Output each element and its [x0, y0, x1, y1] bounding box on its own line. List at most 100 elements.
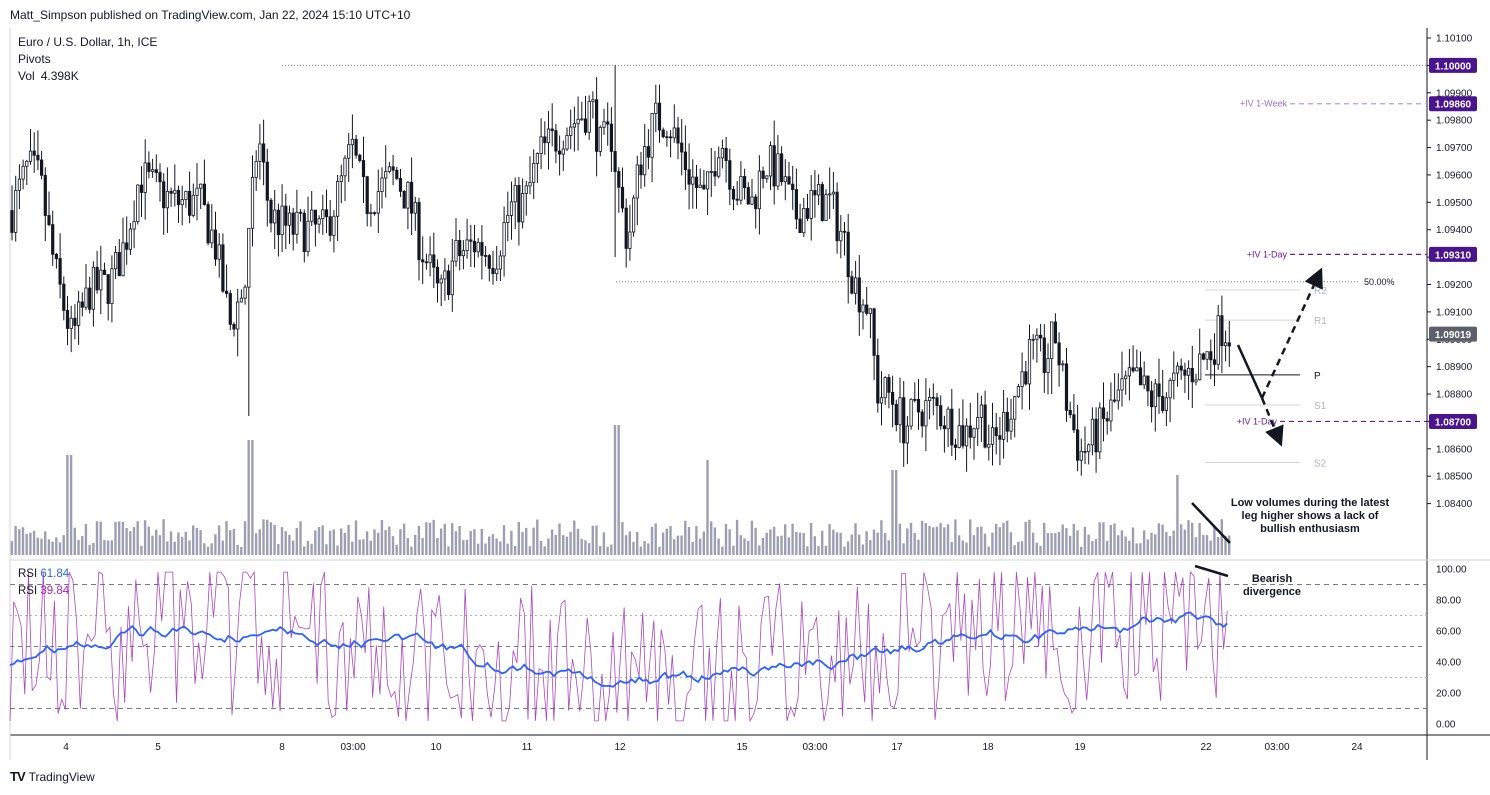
candle: [224, 264, 229, 298]
candle: [865, 286, 869, 316]
candle: [595, 77, 599, 177]
candle-body: [1057, 342, 1061, 366]
candle: [472, 224, 477, 268]
price-badge-bg: [1429, 57, 1477, 73]
volume-bar: [336, 545, 339, 555]
candle-body: [284, 205, 288, 226]
candle: [302, 209, 306, 263]
symbol-legend[interactable]: Euro / U.S. Dollar, 1h, ICE: [18, 35, 157, 49]
volume-bar: [861, 544, 865, 555]
candle: [820, 181, 824, 222]
candle: [724, 136, 728, 183]
candle: [657, 84, 662, 143]
volume-bar: [225, 521, 228, 555]
candle-body: [1135, 367, 1139, 372]
volume-bar: [739, 535, 742, 555]
iv-label: +IV 1-Week: [1240, 99, 1288, 109]
candle: [236, 288, 240, 357]
candle-body: [754, 196, 758, 210]
candle-body: [132, 221, 136, 230]
volume-bar: [421, 538, 424, 555]
candle: [1053, 313, 1057, 344]
pivots-legend[interactable]: Pivots: [18, 52, 51, 66]
candle: [350, 114, 355, 169]
candle: [990, 402, 995, 466]
candle: [169, 187, 173, 207]
volume-bar: [1205, 535, 1209, 555]
candle: [783, 159, 787, 201]
candle-body: [232, 323, 236, 330]
volume-bar: [580, 538, 583, 555]
candle-body: [1053, 321, 1057, 344]
candle-body: [1161, 396, 1165, 411]
candle: [250, 155, 255, 247]
rsi-legend-slow[interactable]: RSI 39.84: [18, 585, 69, 597]
volume-bar: [284, 531, 287, 555]
candle: [32, 132, 36, 173]
candle-body: [558, 150, 562, 155]
rsi-legend-fast[interactable]: RSI 61.84: [18, 568, 69, 580]
candle-body: [280, 205, 284, 236]
volume-bar: [169, 531, 173, 555]
volume-legend[interactable]: Vol 4.398K: [18, 69, 79, 83]
volume-bar: [480, 528, 483, 555]
candle: [924, 378, 928, 451]
candle: [509, 181, 514, 240]
candle: [1027, 324, 1032, 410]
volume-bar: [1028, 519, 1031, 555]
volume-bar: [473, 529, 476, 555]
candle: [1109, 382, 1113, 432]
candle-body: [1042, 337, 1046, 373]
candle-body: [724, 147, 728, 162]
volume-bar: [1142, 530, 1146, 555]
candle-body: [62, 283, 66, 311]
candle-body: [994, 427, 998, 437]
candle: [802, 197, 806, 237]
volume-bar: [673, 539, 676, 555]
volume-bar: [1031, 532, 1035, 555]
rsi-tick-label: 40.00: [1436, 658, 1461, 669]
volume-bar: [147, 526, 150, 555]
candle: [842, 221, 847, 256]
candle: [606, 102, 610, 146]
candle-body: [772, 145, 776, 187]
candle-body: [805, 208, 810, 219]
candle: [106, 274, 110, 321]
volume-bar: [1150, 532, 1153, 555]
volume-bar: [517, 521, 520, 555]
candle-body: [417, 202, 421, 261]
volume-bar: [254, 533, 258, 555]
candle: [495, 246, 499, 282]
candle: [561, 140, 565, 171]
x-tick-label: 17: [891, 742, 903, 753]
tradingview-brand[interactable]: TV TradingView: [10, 769, 95, 784]
volume-bar: [1087, 534, 1090, 555]
candle: [1020, 352, 1024, 410]
volume-bar: [817, 546, 820, 555]
candle: [894, 399, 898, 432]
volume-bar: [787, 537, 791, 555]
candle: [354, 135, 358, 159]
candle: [1087, 443, 1091, 465]
pivot-label-S2: S2: [1314, 459, 1327, 470]
price-badge-label: 1.09019: [1435, 330, 1472, 341]
candle: [772, 120, 776, 205]
volume-bar: [532, 527, 535, 555]
candle: [720, 139, 725, 169]
candle-body: [583, 118, 588, 133]
candle: [139, 166, 144, 217]
candle-body: [661, 129, 665, 138]
candle-body: [780, 153, 784, 183]
candle: [210, 204, 214, 249]
volume-bar: [1061, 524, 1064, 555]
candle-body: [1101, 407, 1106, 419]
candle-body: [406, 181, 410, 209]
candle: [102, 262, 107, 275]
candle: [387, 162, 392, 174]
candle: [376, 169, 380, 234]
candle: [953, 438, 958, 461]
candle: [25, 159, 29, 185]
candle-body: [628, 231, 632, 249]
candle: [1083, 426, 1087, 465]
